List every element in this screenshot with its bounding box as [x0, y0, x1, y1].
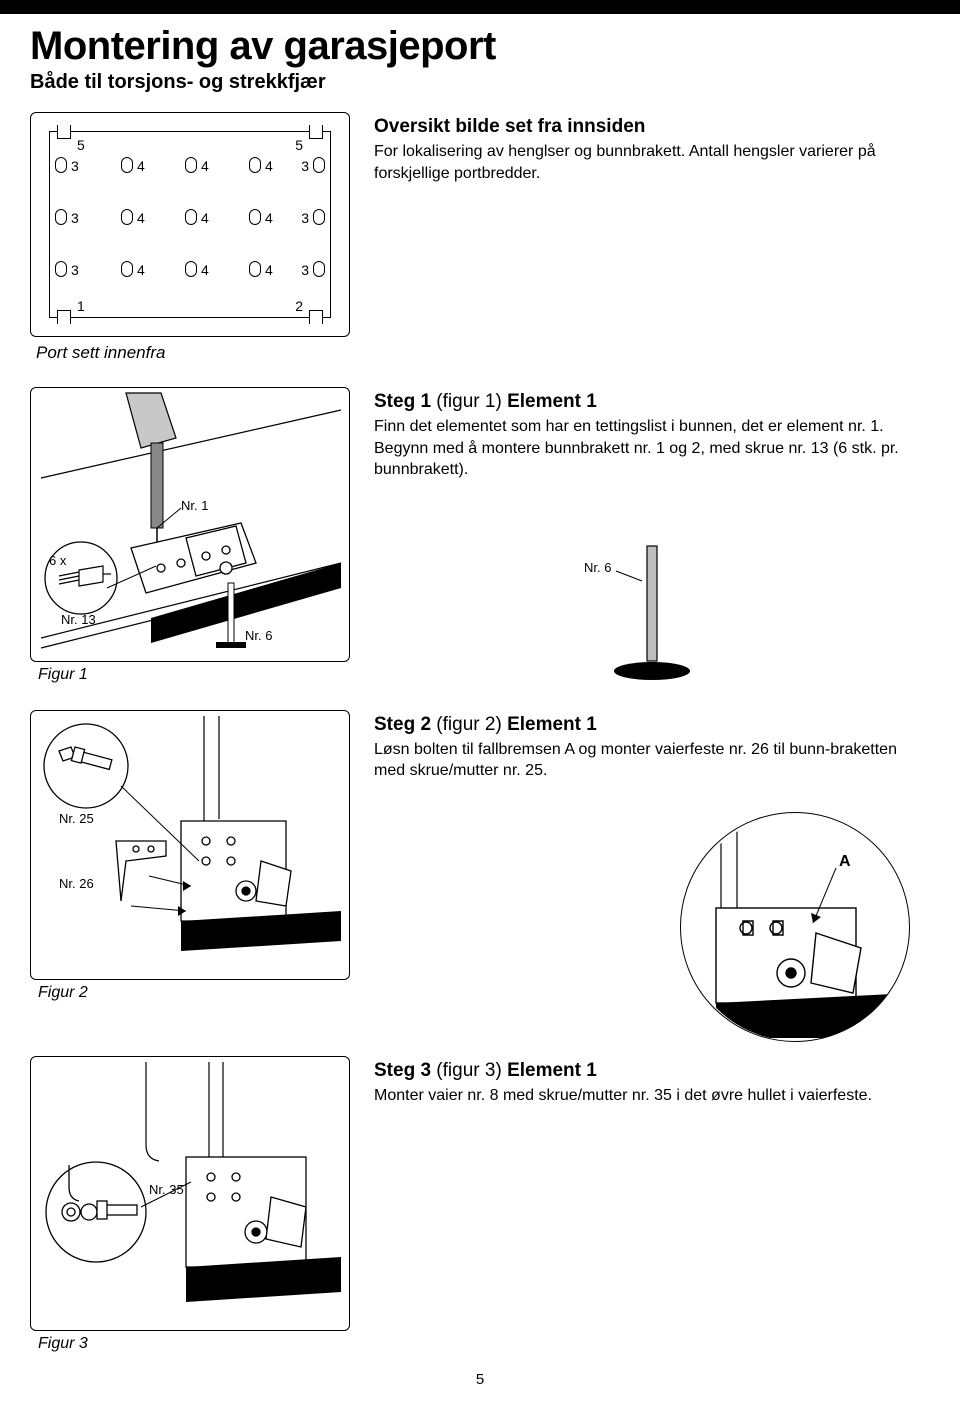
step3-heading-mid: (figur 3) — [431, 1060, 507, 1081]
nr13-label: Nr. 13 — [61, 612, 96, 627]
fig3-col: Nr. 35 Figur 3 — [30, 1056, 350, 1357]
r1-c5: 3 — [301, 158, 309, 174]
fig1-col: Nr. 1 6 x Nr. 13 Nr. 6 Figur 1 — [30, 387, 350, 688]
r2-c1: 3 — [71, 210, 79, 226]
step2-heading-prefix: Steg 2 — [374, 714, 431, 735]
label-5-right: 5 — [295, 137, 303, 153]
figure-2-svg — [31, 711, 351, 981]
nr25-label: Nr. 25 — [59, 811, 94, 826]
nr6-label-b: Nr. 6 — [584, 560, 611, 575]
step2-heading-suffix: Element 1 — [507, 714, 597, 735]
r1-c2: 4 — [137, 158, 145, 174]
step1-text: Steg 1 (figur 1) Element 1 Finn det elem… — [374, 387, 930, 696]
step1-heading-prefix: Steg 1 — [374, 391, 431, 412]
step2-body: Løsn bolten til fallbremsen A og monter … — [374, 739, 930, 782]
overview-body: For lokalisering av henglser og bunnbrak… — [374, 141, 930, 184]
step2-row: Nr. 25 Nr. 26 Figur 2 Steg 2 (figur 2) E… — [30, 710, 930, 1042]
step2-detail-circle: A — [680, 812, 910, 1042]
r3-c3: 4 — [201, 262, 209, 278]
step3-heading: Steg 3 (figur 3) Element 1 — [374, 1060, 930, 1082]
r3-c4: 4 — [265, 262, 273, 278]
label-a: A — [839, 853, 851, 871]
qty-6x: 6 x — [49, 553, 66, 568]
r1-c1: 3 — [71, 158, 79, 174]
nr6-label-a: Nr. 6 — [245, 628, 272, 643]
label-2: 2 — [295, 298, 303, 314]
step3-body: Monter vaier nr. 8 med skrue/mutter nr. … — [374, 1085, 930, 1107]
overview-text: Oversikt bilde set fra innsiden For loka… — [374, 112, 930, 184]
overview-col: 5 5 3 4 4 4 3 3 — [30, 112, 350, 373]
step3-row: Nr. 35 Figur 3 Steg 3 (figur 3) Element … — [30, 1056, 930, 1357]
page-content: Montering av garasjeport Både til torsjo… — [0, 14, 960, 1408]
step1-heading-suffix: Element 1 — [507, 391, 597, 412]
overview-caption: Port sett innenfra — [36, 343, 350, 363]
nr6-detail: Nr. 6 — [582, 541, 722, 696]
label-5-left: 5 — [77, 137, 85, 153]
r2-c3: 4 — [201, 210, 209, 226]
page-subtitle: Både til torsjons- og strekkfjær — [30, 71, 930, 94]
r2-c4: 4 — [265, 210, 273, 226]
step1-body: Finn det elementet som har en tettingsli… — [374, 416, 930, 481]
label-1: 1 — [77, 298, 85, 314]
step3-heading-prefix: Steg 3 — [374, 1060, 431, 1081]
figure-3: Nr. 35 — [30, 1056, 350, 1331]
r3-c1: 3 — [71, 262, 79, 278]
step1-row: Nr. 1 6 x Nr. 13 Nr. 6 Figur 1 Steg 1 (f… — [30, 387, 930, 696]
figure-2-label: Figur 2 — [30, 980, 350, 1006]
overview-heading: Oversikt bilde set fra innsiden — [374, 116, 930, 138]
r2-c2: 4 — [137, 210, 145, 226]
figure-3-label: Figur 3 — [30, 1331, 350, 1357]
page-title: Montering av garasjeport — [30, 24, 930, 69]
figure-1-label: Figur 1 — [30, 662, 96, 688]
nr1-label: Nr. 1 — [181, 498, 208, 513]
step1-heading: Steg 1 (figur 1) Element 1 — [374, 391, 930, 413]
figure-1: Nr. 1 6 x Nr. 13 Nr. 6 — [30, 387, 350, 662]
step2-heading-mid: (figur 2) — [431, 714, 507, 735]
nr26-label: Nr. 26 — [59, 876, 94, 891]
top-bar — [0, 0, 960, 14]
step3-heading-suffix: Element 1 — [507, 1060, 597, 1081]
overview-diagram: 5 5 3 4 4 4 3 3 — [30, 112, 350, 337]
r2-c5: 3 — [301, 210, 309, 226]
figure-2: Nr. 25 Nr. 26 — [30, 710, 350, 980]
nr35-label: Nr. 35 — [149, 1182, 184, 1197]
r3-c2: 4 — [137, 262, 145, 278]
r1-c3: 4 — [201, 158, 209, 174]
r3-c5: 3 — [301, 262, 309, 278]
r1-c4: 4 — [265, 158, 273, 174]
step3-text: Steg 3 (figur 3) Element 1 Monter vaier … — [374, 1056, 930, 1107]
figure-3-svg — [31, 1057, 351, 1332]
page-number: 5 — [30, 1371, 930, 1388]
step1-heading-mid: (figur 1) — [431, 391, 507, 412]
step2-heading: Steg 2 (figur 2) Element 1 — [374, 714, 930, 736]
fig2-col: Nr. 25 Nr. 26 Figur 2 — [30, 710, 350, 1006]
step2-text: Steg 2 (figur 2) Element 1 Løsn bolten t… — [374, 710, 930, 1042]
overview-row: 5 5 3 4 4 4 3 3 — [30, 112, 930, 373]
